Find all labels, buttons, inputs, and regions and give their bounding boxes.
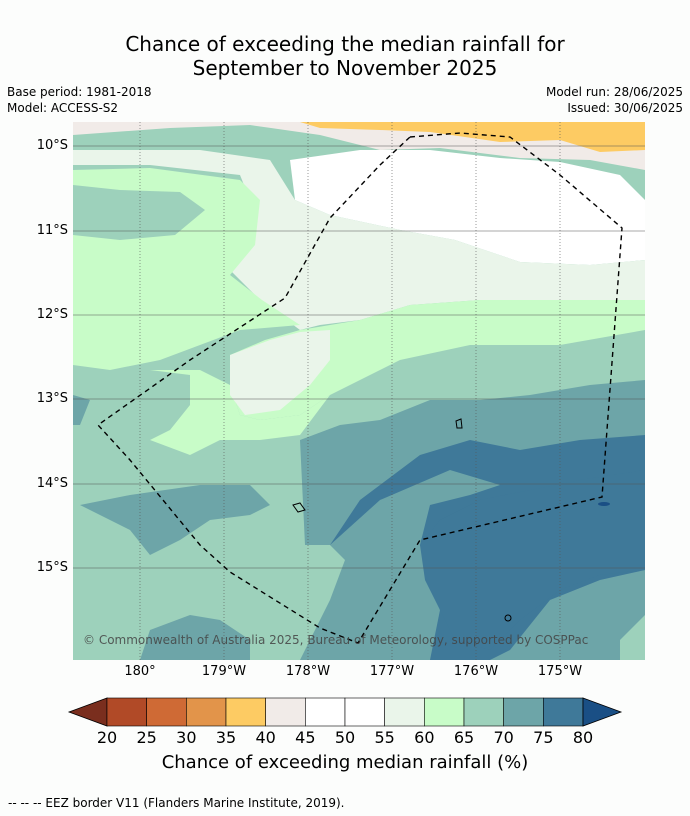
eez-footnote: -- -- -- EEZ border V11 (Flanders Marine… — [8, 796, 345, 810]
colorbar-tick: 70 — [493, 728, 514, 747]
colorbar-segment — [543, 697, 584, 727]
eez-border — [96, 132, 623, 644]
colorbar-extend-high — [582, 697, 623, 727]
lat-label-11s: 11°S — [36, 223, 68, 238]
lon-label-180: 180° — [124, 664, 156, 679]
colorbar-segment — [503, 697, 544, 727]
colorbar-segment — [463, 697, 504, 727]
colorbar-segment — [344, 697, 385, 727]
colorbar-segment — [265, 697, 306, 727]
map-title-line2: September to November 2025 — [192, 56, 498, 80]
colorbar-tick: 80 — [572, 728, 594, 747]
colorbar — [67, 697, 623, 727]
lon-label-177w: 177°W — [369, 664, 415, 679]
lon-label-179w: 179°W — [201, 664, 247, 679]
model-name: Model: ACCESS-S2 — [7, 101, 119, 115]
map-title-line1: Chance of exceeding the median rainfall … — [125, 32, 565, 56]
lat-label-10s: 10°S — [36, 138, 68, 153]
lon-label-178w: 178°W — [285, 664, 331, 679]
lat-label-14s: 14°S — [36, 476, 68, 491]
colorbar-label: Chance of exceeding median rainfall (%) — [161, 752, 529, 773]
colorbar-segment — [424, 697, 465, 727]
colorbar-segment — [106, 697, 147, 727]
lon-label-175w: 175°W — [537, 664, 583, 679]
colorbar-tick: 35 — [215, 728, 237, 747]
lon-label-176w: 176°W — [453, 664, 499, 679]
copyright-notice: © Commonwealth of Australia 2025, Bureau… — [83, 633, 589, 647]
colorbar-segment — [186, 697, 227, 727]
base-period: Base period: 1981-2018 — [7, 85, 152, 99]
colorbar-tick: 55 — [374, 728, 395, 747]
colorbar-segment — [146, 697, 187, 727]
colorbar-tick: 45 — [295, 728, 316, 747]
gridlines — [73, 122, 645, 660]
issued-date: Issued: 30/06/2025 — [567, 101, 683, 115]
colorbar-tick: 25 — [136, 728, 157, 747]
model-run: Model run: 28/06/2025 — [545, 85, 683, 99]
colorbar-tick: 60 — [414, 728, 435, 747]
lat-label-15s: 15°S — [36, 560, 68, 575]
colorbar-segment — [384, 697, 425, 727]
colorbar-segment — [225, 697, 266, 727]
colorbar-extend-low — [67, 697, 108, 727]
colorbar-tick: 65 — [453, 728, 475, 747]
colorbar-tick: 75 — [533, 728, 554, 747]
lat-label-13s: 13°S — [36, 391, 68, 406]
colorbar-tick: 50 — [334, 728, 356, 747]
colorbar-tick: 40 — [255, 728, 276, 747]
colorbar-segment — [305, 697, 346, 727]
contour-layer — [73, 122, 645, 660]
lat-label-12s: 12°S — [36, 307, 68, 322]
colorbar-tick: 20 — [96, 728, 118, 747]
colorbar-tick: 30 — [176, 728, 197, 747]
